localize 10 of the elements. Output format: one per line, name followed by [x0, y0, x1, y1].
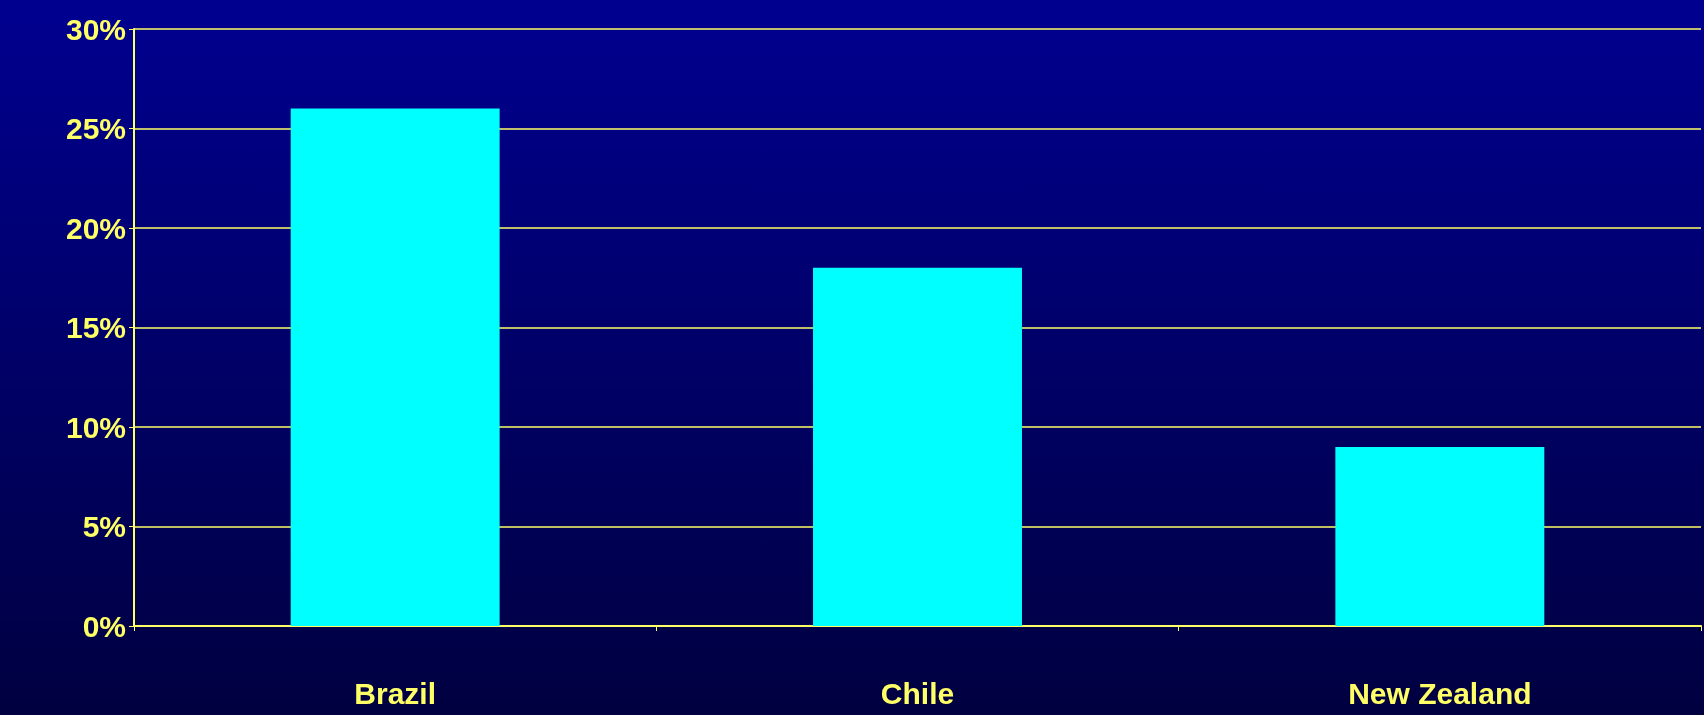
y-tick-label: 5%	[82, 510, 126, 543]
y-tick-label: 10%	[65, 410, 126, 444]
x-tick-label: Brazil	[354, 676, 437, 710]
y-tick-label: 20%	[65, 211, 126, 245]
y-tick-label: 0%	[82, 609, 126, 643]
y-tick-label: 25%	[65, 112, 126, 145]
y-tick-label: 30%	[65, 12, 126, 46]
y-tick-label: 15%	[65, 311, 126, 344]
x-tick-label: New Zealand	[1348, 676, 1532, 710]
x-tick-label: Chile	[880, 676, 955, 710]
